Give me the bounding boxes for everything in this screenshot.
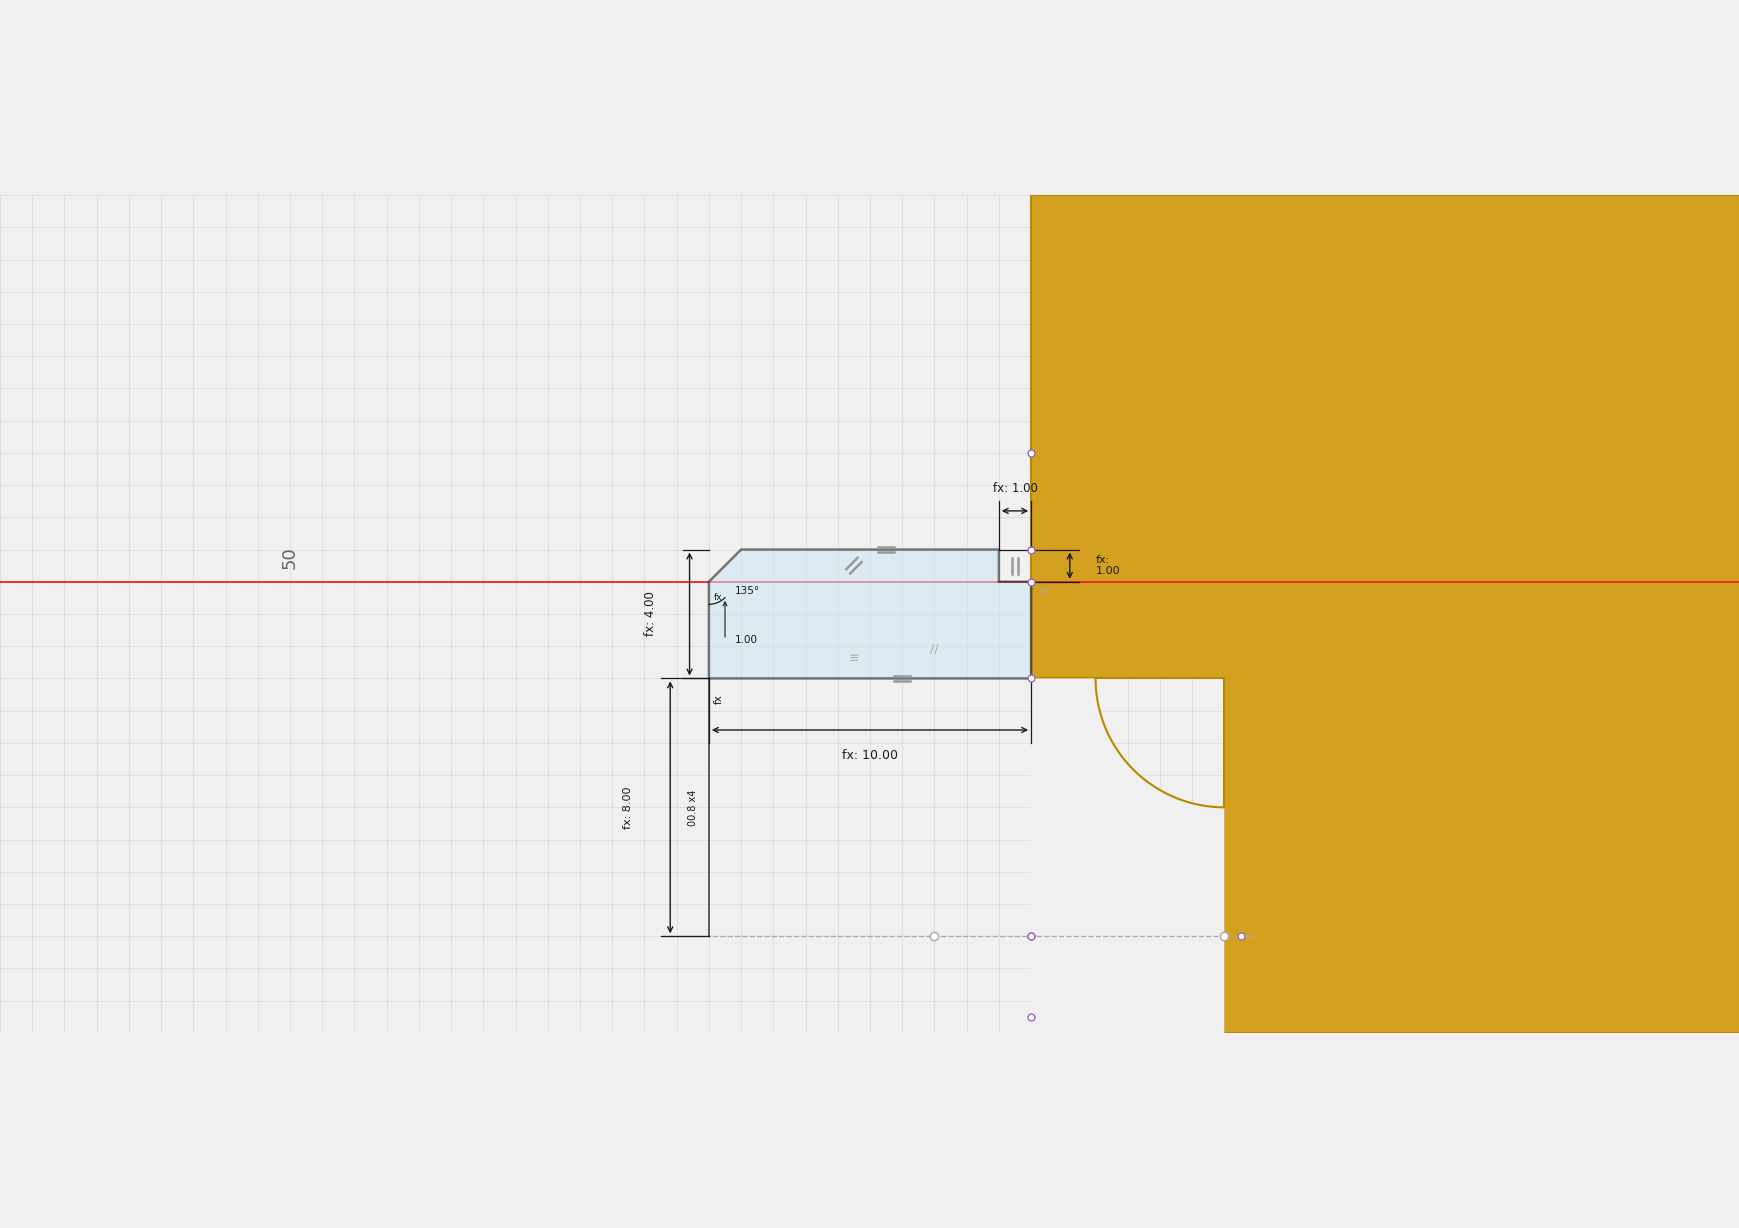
Text: 50: 50 [280,546,299,569]
Polygon shape [1031,195,1739,1033]
Text: fx: fx [713,593,722,603]
Text: 135°: 135° [734,587,760,597]
Text: 1.00: 1.00 [734,635,756,645]
Text: fx:
1.00: fx: 1.00 [1096,555,1120,576]
Polygon shape [708,550,1031,678]
Text: 00.8 x4: 00.8 x4 [687,790,697,825]
Text: ≡: ≡ [849,652,859,666]
Text: fx: fx [713,695,723,705]
Text: fx: 1.00: fx: 1.00 [991,481,1036,495]
Text: //: // [930,642,937,656]
Text: fx: 10.00: fx: 10.00 [842,749,897,763]
Text: fx: 8.00: fx: 8.00 [623,786,633,829]
Polygon shape [1031,678,1224,1033]
Text: fx: 4.00: fx: 4.00 [643,592,657,636]
Text: ≡: ≡ [1036,586,1047,593]
